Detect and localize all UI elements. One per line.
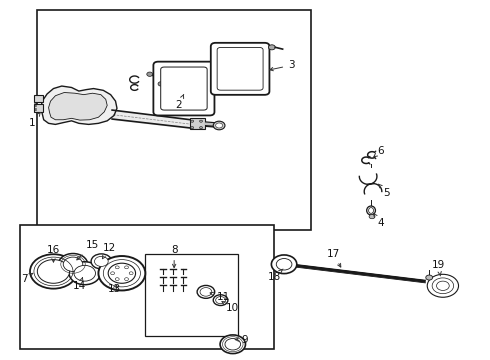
- Text: 7: 7: [21, 273, 33, 284]
- Text: 18: 18: [268, 269, 283, 282]
- Bar: [37, 10, 311, 230]
- Text: 14: 14: [73, 278, 86, 291]
- Text: 11: 11: [210, 292, 230, 302]
- Bar: [190, 118, 205, 129]
- FancyBboxPatch shape: [161, 67, 207, 110]
- Circle shape: [191, 127, 194, 129]
- Circle shape: [426, 275, 433, 280]
- Bar: [34, 104, 43, 112]
- Circle shape: [37, 260, 70, 283]
- Circle shape: [124, 266, 128, 269]
- Text: 13: 13: [107, 284, 121, 294]
- Circle shape: [30, 254, 77, 289]
- Text: 16: 16: [47, 245, 60, 262]
- PathPatch shape: [41, 86, 117, 125]
- Circle shape: [124, 278, 128, 280]
- Circle shape: [58, 253, 88, 275]
- Circle shape: [271, 255, 297, 274]
- Text: 4: 4: [373, 213, 384, 228]
- Circle shape: [111, 272, 115, 275]
- Circle shape: [197, 285, 215, 298]
- Circle shape: [432, 278, 454, 294]
- Circle shape: [199, 120, 202, 122]
- Circle shape: [269, 45, 275, 50]
- Text: 1: 1: [29, 112, 40, 128]
- FancyBboxPatch shape: [153, 62, 215, 116]
- Circle shape: [220, 335, 245, 354]
- Circle shape: [200, 288, 212, 296]
- Circle shape: [191, 120, 194, 122]
- Text: 17: 17: [326, 248, 341, 267]
- Text: 5: 5: [378, 184, 390, 198]
- Circle shape: [369, 215, 375, 219]
- Text: 12: 12: [102, 243, 116, 259]
- Text: 9: 9: [235, 334, 248, 345]
- Circle shape: [74, 265, 96, 281]
- Bar: [145, 253, 238, 336]
- Circle shape: [427, 274, 459, 297]
- Circle shape: [437, 281, 449, 291]
- Circle shape: [63, 257, 83, 271]
- Text: 2: 2: [176, 94, 184, 110]
- Text: 6: 6: [374, 146, 384, 157]
- Text: 3: 3: [270, 60, 294, 71]
- Circle shape: [225, 338, 241, 350]
- Circle shape: [276, 258, 292, 270]
- Circle shape: [108, 263, 136, 283]
- Text: 19: 19: [432, 260, 445, 276]
- Ellipse shape: [368, 208, 373, 213]
- Circle shape: [147, 72, 153, 76]
- Ellipse shape: [367, 206, 375, 215]
- Circle shape: [91, 254, 112, 269]
- FancyBboxPatch shape: [217, 48, 263, 90]
- Text: 8: 8: [171, 245, 177, 267]
- Circle shape: [199, 127, 202, 129]
- Circle shape: [115, 278, 119, 280]
- Circle shape: [213, 121, 225, 130]
- Circle shape: [216, 123, 222, 128]
- FancyBboxPatch shape: [211, 43, 270, 95]
- Circle shape: [69, 262, 100, 285]
- Circle shape: [216, 297, 225, 304]
- Circle shape: [115, 266, 119, 269]
- Circle shape: [213, 295, 228, 306]
- Text: 10: 10: [222, 301, 239, 314]
- Circle shape: [98, 256, 146, 291]
- Circle shape: [129, 272, 133, 275]
- Bar: [34, 95, 43, 102]
- Bar: [20, 225, 274, 348]
- Circle shape: [158, 82, 164, 86]
- PathPatch shape: [49, 93, 107, 120]
- Text: 15: 15: [77, 240, 99, 260]
- Circle shape: [95, 256, 108, 266]
